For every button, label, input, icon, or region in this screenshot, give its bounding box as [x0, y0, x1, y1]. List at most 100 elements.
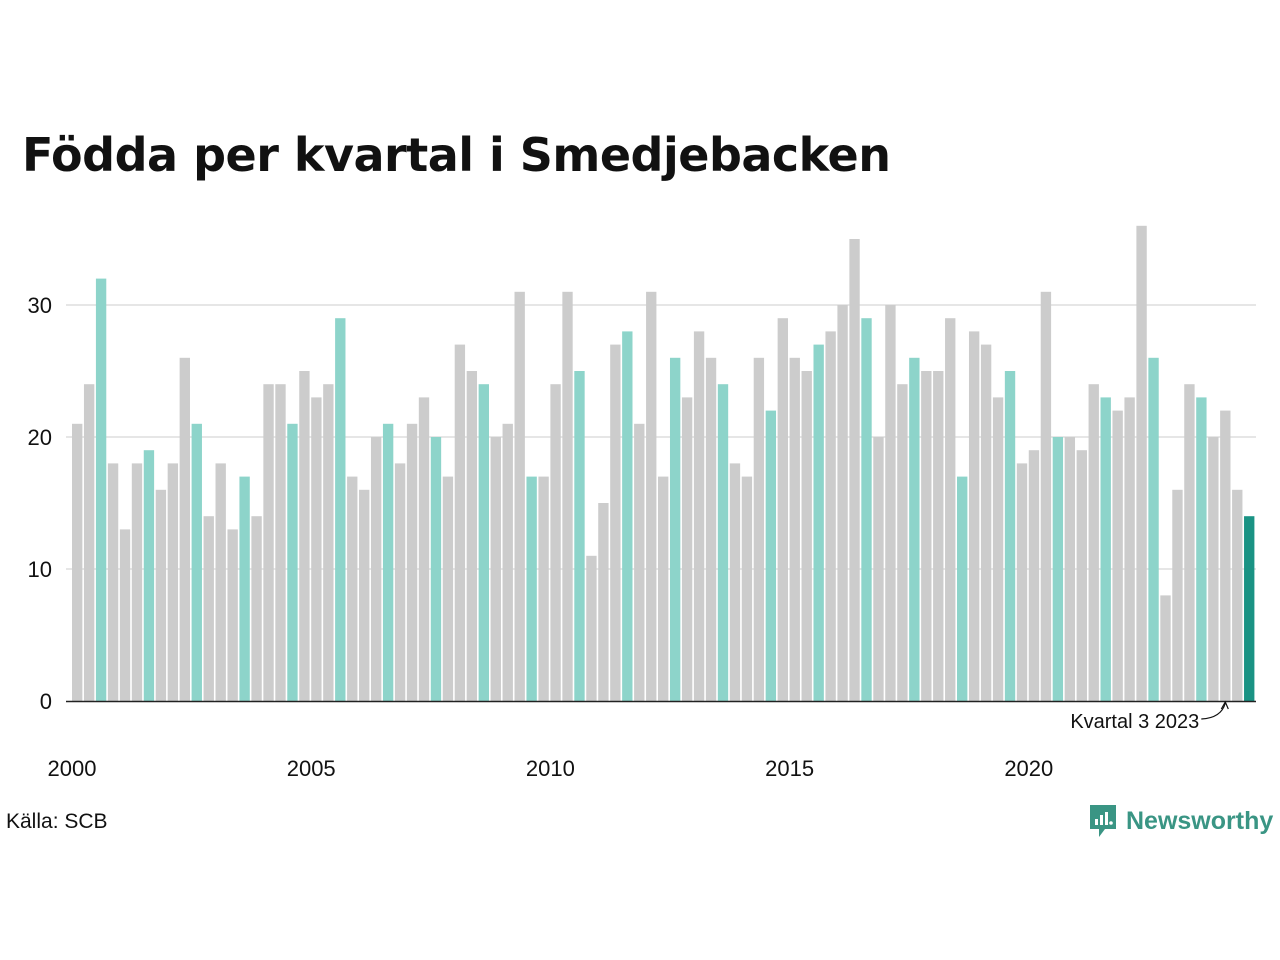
bar — [1100, 397, 1111, 701]
bar — [849, 239, 860, 701]
newsworthy-logo-text: Newsworthy — [1126, 806, 1274, 835]
bar — [299, 371, 310, 701]
x-tick-label: 2020 — [1004, 756, 1053, 781]
y-tick-label: 10 — [28, 557, 52, 582]
y-tick-label: 30 — [28, 293, 52, 318]
bar — [681, 397, 693, 701]
bar — [359, 489, 370, 701]
bar — [777, 318, 788, 701]
bar — [382, 423, 394, 701]
bar — [454, 344, 466, 701]
bar — [622, 331, 633, 701]
bar — [1220, 410, 1231, 701]
bar — [885, 305, 896, 701]
bar — [705, 357, 717, 701]
bar — [933, 371, 944, 701]
x-axis-ticks: 2000 2005 2010 2015 2020 — [48, 756, 1054, 781]
bar — [239, 476, 250, 701]
bar-chart: 0 10 20 30 2000 2005 2010 2015 2020 Kvartal 3 2… — [28, 225, 1256, 781]
bar — [1112, 410, 1123, 701]
x-tick-label: 2005 — [287, 756, 336, 781]
bar — [729, 463, 741, 701]
bar — [311, 397, 322, 701]
bar — [203, 516, 214, 701]
bar — [347, 476, 358, 701]
bar — [861, 318, 872, 701]
bar — [155, 489, 167, 701]
bar — [1160, 595, 1171, 701]
bar — [957, 476, 968, 701]
bar — [131, 463, 143, 701]
bar — [335, 318, 346, 701]
bar — [801, 371, 812, 701]
bar — [251, 516, 262, 701]
x-tick-label: 2010 — [526, 756, 575, 781]
bar — [370, 437, 382, 701]
bar — [897, 384, 908, 701]
bar — [873, 437, 884, 701]
bar — [765, 410, 777, 701]
bar — [227, 529, 238, 701]
bar — [490, 437, 501, 701]
bar — [107, 463, 119, 701]
x-tick-label: 2015 — [765, 756, 814, 781]
bar — [669, 357, 681, 701]
bar — [741, 476, 753, 701]
bar — [598, 503, 609, 701]
bar — [980, 344, 992, 701]
bar — [406, 423, 418, 701]
bar — [143, 450, 155, 701]
bar — [275, 384, 286, 701]
bar — [1052, 437, 1064, 701]
bar — [1064, 437, 1076, 701]
y-axis-ticks: 0 10 20 30 — [28, 293, 52, 714]
annotation-arrowhead — [1220, 700, 1229, 710]
bar — [992, 397, 1004, 701]
bar — [1148, 357, 1159, 701]
bar — [466, 371, 478, 701]
bar — [179, 357, 190, 701]
bar — [1172, 489, 1183, 701]
bar — [658, 476, 669, 701]
bar — [562, 291, 573, 701]
bar — [753, 357, 765, 701]
bar — [442, 476, 454, 701]
source-label: Källa: SCB — [6, 810, 108, 833]
bar — [813, 344, 824, 701]
bar — [610, 344, 621, 701]
bar — [1028, 450, 1040, 701]
bar — [1208, 437, 1219, 701]
bar — [586, 555, 597, 701]
bar — [646, 291, 657, 701]
bar — [837, 305, 848, 701]
bar — [514, 291, 525, 701]
bar — [418, 397, 430, 701]
bar — [968, 331, 980, 701]
y-tick-label: 20 — [28, 425, 52, 450]
bar — [1088, 384, 1099, 701]
bar — [502, 423, 513, 701]
bar — [72, 423, 83, 701]
bar — [1124, 397, 1135, 701]
y-tick-label: 0 — [40, 689, 52, 714]
annotation-arrow — [1201, 702, 1226, 720]
bar — [1232, 489, 1243, 701]
bar — [323, 384, 334, 701]
x-tick-label: 2000 — [48, 756, 97, 781]
bar — [83, 384, 95, 701]
bar — [825, 331, 836, 701]
newsworthy-logo: Newsworthy — [1088, 803, 1273, 839]
bar — [167, 463, 179, 701]
bar — [1196, 397, 1207, 701]
annotation-label: Kvartal 3 2023 — [1070, 711, 1199, 733]
bar — [119, 529, 131, 701]
bar — [95, 278, 107, 701]
bar — [526, 476, 537, 701]
bar — [1076, 450, 1087, 701]
bar — [1136, 225, 1147, 702]
bars — [72, 225, 1255, 702]
bar — [478, 384, 489, 701]
bar — [287, 423, 298, 701]
bar — [394, 463, 406, 701]
bar — [1184, 384, 1195, 701]
